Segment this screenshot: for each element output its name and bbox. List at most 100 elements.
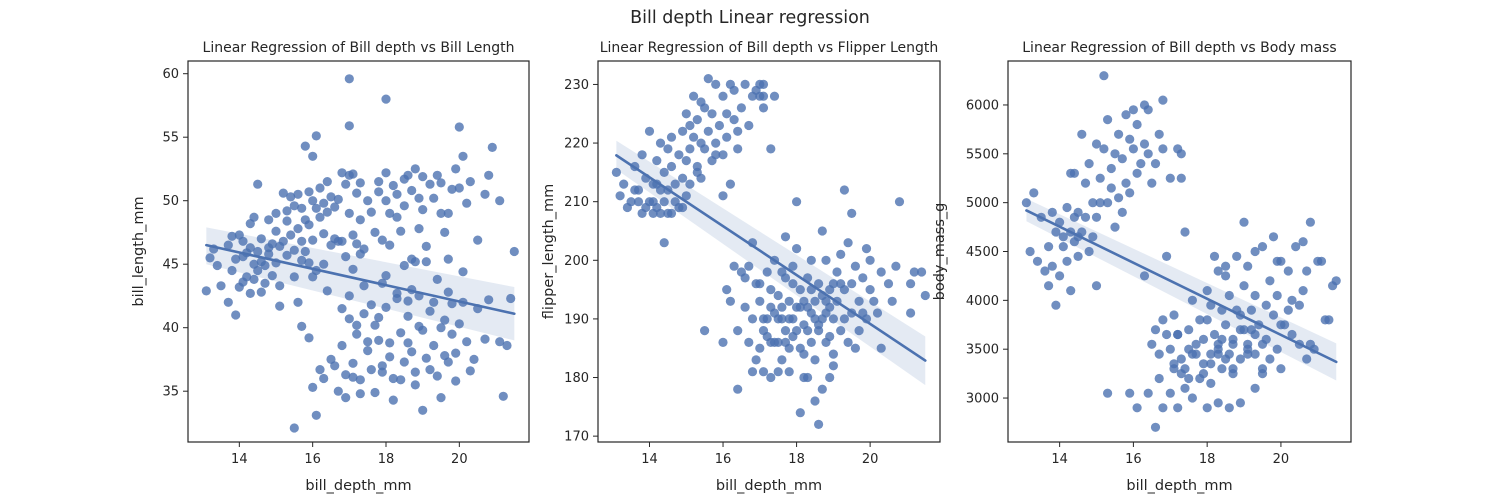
- data-point: [267, 271, 277, 281]
- data-point: [443, 287, 453, 297]
- data-point: [315, 365, 325, 375]
- data-point: [436, 178, 446, 188]
- data-point: [758, 79, 769, 89]
- data-point: [374, 335, 384, 345]
- data-point: [256, 234, 266, 244]
- data-point: [615, 191, 625, 201]
- data-point: [473, 235, 483, 245]
- data-point: [659, 167, 669, 177]
- data-point: [689, 132, 699, 142]
- data-point: [458, 267, 468, 277]
- data-point: [1235, 354, 1245, 364]
- data-point: [1224, 403, 1234, 413]
- data-point: [666, 161, 677, 172]
- data-point: [854, 296, 864, 306]
- data-point: [1066, 286, 1076, 296]
- data-point: [1243, 349, 1253, 359]
- data-point: [655, 208, 666, 218]
- data-point: [366, 300, 376, 310]
- data-point: [374, 177, 384, 187]
- data-point: [300, 141, 310, 151]
- data-point: [762, 267, 772, 277]
- data-point: [425, 179, 435, 189]
- data-point: [414, 321, 424, 331]
- data-point: [1209, 329, 1220, 340]
- y-axis-label: bill_length_mm: [131, 196, 147, 306]
- data-point: [861, 244, 872, 254]
- x-tick-label: 16: [1125, 452, 1142, 467]
- data-point: [1103, 388, 1113, 398]
- data-point: [733, 384, 743, 394]
- data-point: [300, 246, 310, 257]
- data-point: [1084, 159, 1094, 169]
- data-point: [843, 337, 853, 347]
- data-point: [729, 261, 739, 271]
- data-point: [1187, 349, 1197, 359]
- data-point: [275, 281, 285, 291]
- data-point: [407, 347, 417, 357]
- data-point: [348, 358, 358, 368]
- regression-line: [1025, 209, 1338, 364]
- data-point: [1228, 364, 1238, 374]
- data-point: [1206, 359, 1216, 369]
- data-point: [245, 243, 255, 253]
- data-point: [1239, 281, 1249, 291]
- data-point: [1202, 286, 1212, 296]
- data-point: [355, 249, 365, 259]
- data-point: [689, 91, 699, 101]
- data-point: [1055, 271, 1065, 281]
- data-point: [282, 206, 292, 216]
- y-tick-label: 5000: [966, 196, 999, 211]
- data-point: [1206, 349, 1216, 359]
- data-point: [1114, 193, 1124, 203]
- data-point: [330, 202, 340, 212]
- data-point: [1044, 242, 1054, 252]
- data-point: [403, 338, 413, 348]
- data-point: [722, 285, 732, 295]
- data-point: [718, 91, 728, 101]
- data-point: [429, 297, 439, 307]
- data-point: [293, 224, 303, 234]
- data-point: [465, 366, 475, 376]
- data-point: [322, 177, 332, 187]
- x-tick-label: 18: [378, 452, 395, 467]
- data-point: [1213, 349, 1223, 359]
- data-point: [414, 193, 424, 203]
- data-point: [1095, 173, 1105, 183]
- data-point: [1313, 256, 1323, 266]
- data-point: [1125, 388, 1135, 398]
- data-point: [788, 279, 798, 289]
- data-point: [249, 274, 259, 284]
- data-point: [388, 180, 398, 191]
- data-point: [1143, 105, 1153, 115]
- data-point: [795, 302, 805, 312]
- data-point: [231, 254, 241, 264]
- data-point: [304, 258, 314, 268]
- data-point: [333, 236, 343, 246]
- data-point: [297, 236, 307, 246]
- data-point: [1029, 188, 1039, 198]
- y-tick-label: 5500: [966, 147, 999, 162]
- data-point: [392, 212, 402, 222]
- data-point: [1147, 339, 1157, 349]
- data-point: [1114, 129, 1124, 139]
- data-point: [304, 220, 314, 230]
- data-point: [1150, 422, 1161, 432]
- data-point: [1202, 403, 1212, 413]
- data-point: [341, 252, 351, 262]
- data-point: [788, 261, 798, 271]
- data-point: [341, 179, 351, 189]
- chart-panel-3: 14 16 18 20 3000 3500 4000 4500 5000 5500 6000 Line…: [932, 40, 1352, 494]
- data-point: [1051, 227, 1061, 237]
- data-point: [836, 249, 846, 259]
- data-point: [454, 183, 464, 193]
- data-point: [245, 288, 255, 298]
- data-point: [909, 267, 919, 277]
- data-point: [451, 376, 461, 386]
- data-point: [1257, 339, 1268, 349]
- data-point: [766, 372, 776, 383]
- data-point: [722, 109, 732, 119]
- data-point: [289, 423, 299, 433]
- data-point: [894, 197, 905, 207]
- data-point: [1121, 178, 1131, 188]
